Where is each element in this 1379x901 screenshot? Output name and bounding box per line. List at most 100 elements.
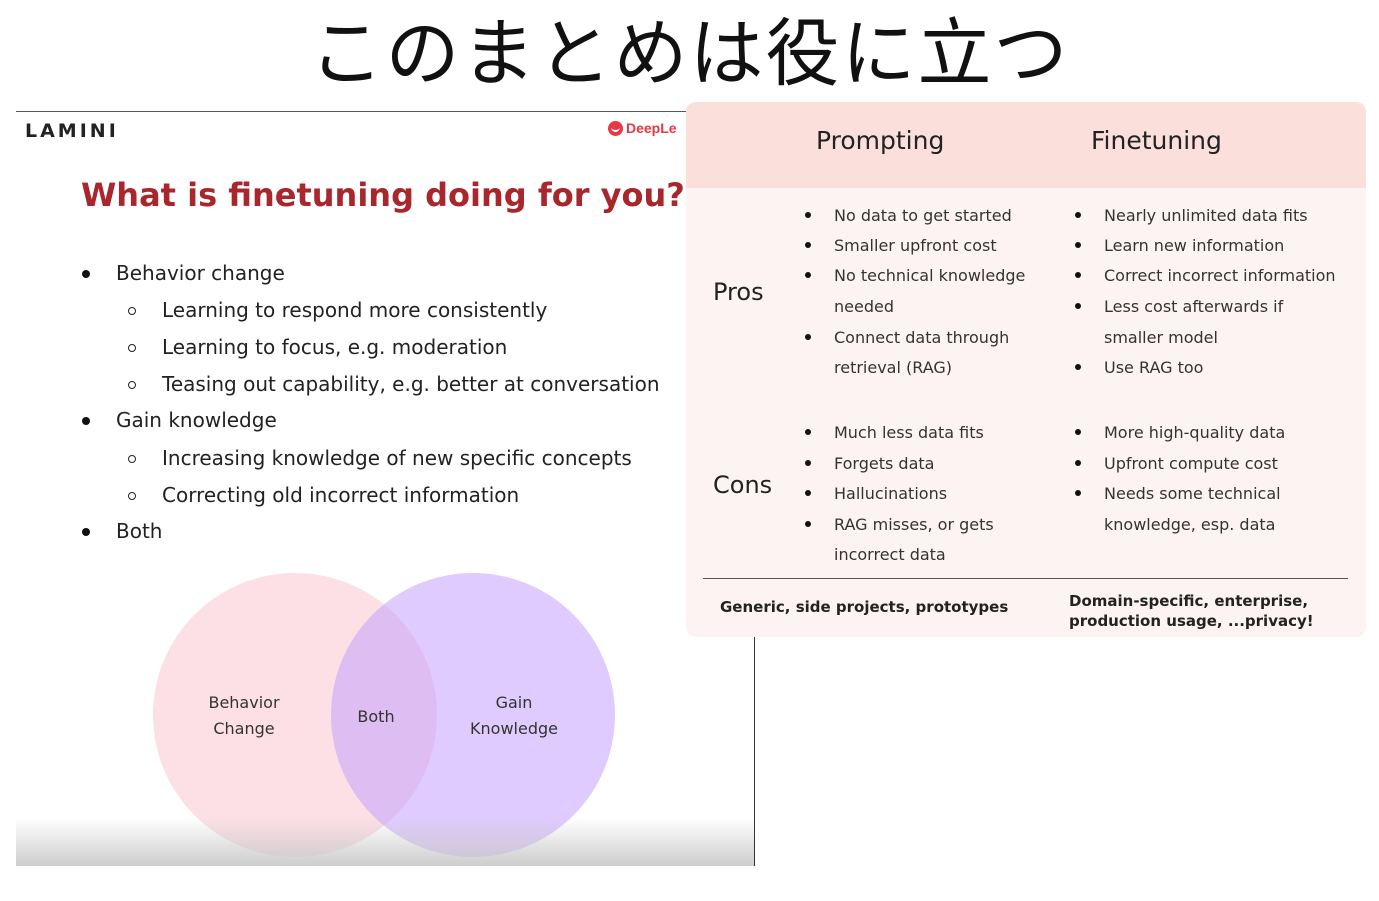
bullet-text: Teasing out capability, e.g. better at c…: [162, 372, 660, 396]
bullet-dot-icon: [1075, 490, 1081, 496]
headline: このまとめは役に立つ: [309, 11, 1070, 97]
bullet-dot-icon: [805, 334, 811, 340]
table-divider: [703, 578, 1348, 579]
cons-finetuning-item-continuation: knowledge, esp. data: [1104, 515, 1276, 534]
pros-finetuning-item: Nearly unlimited data fits: [1075, 206, 1308, 226]
bullet-dot-icon: [1075, 303, 1081, 309]
bullet-dot-icon: [1075, 364, 1081, 370]
pros-prompting-item-continuation: retrieval (RAG): [834, 358, 953, 377]
item-text: Learn new information: [1104, 236, 1285, 255]
pros-prompting-item: No data to get started: [805, 206, 1012, 226]
bullet-dot-icon: [805, 429, 811, 435]
item-text: Smaller upfront cost: [834, 236, 997, 255]
bullet-dot-icon: [82, 270, 90, 278]
venn-label-gain-knowledge: Gain Knowledge: [459, 690, 569, 742]
pros-prompting-item: No technical knowledge: [805, 266, 1026, 286]
bullet-ring-icon: [128, 344, 136, 352]
bullet-item: Both: [82, 519, 163, 543]
deeplearning-logo-text: DeepLe: [626, 120, 677, 136]
item-text: More high-quality data: [1104, 423, 1286, 442]
pros-prompting-item-continuation: needed: [834, 297, 894, 316]
pros-finetuning-item: Learn new information: [1075, 236, 1285, 256]
comparison-table: Prompting Finetuning Pros Cons No data t…: [686, 102, 1366, 637]
item-text: Hallucinations: [834, 484, 948, 503]
bullet-dot-icon: [805, 272, 811, 278]
bullet-ring-icon: [128, 381, 136, 389]
pros-finetuning-item: Use RAG too: [1075, 358, 1204, 378]
cons-finetuning-item: More high-quality data: [1075, 423, 1286, 443]
bullet-dot-icon: [805, 490, 811, 496]
item-text: No technical knowledge: [834, 266, 1026, 285]
sub-bullet-item: Increasing knowledge of new specific con…: [128, 446, 632, 470]
column-header-finetuning: Finetuning: [1091, 126, 1222, 155]
pros-prompting-item: Smaller upfront cost: [805, 236, 997, 256]
item-text: Connect data through: [834, 328, 1010, 347]
item-text: Use RAG too: [1104, 358, 1204, 377]
row-label-pros: Pros: [713, 278, 764, 306]
pros-finetuning-item: Less cost afterwards if: [1075, 297, 1284, 317]
sub-bullet-item: Teasing out capability, e.g. better at c…: [128, 372, 660, 396]
item-text: Nearly unlimited data fits: [1104, 206, 1308, 225]
bullet-dot-icon: [805, 242, 811, 248]
venn-label-line: Behavior: [208, 693, 280, 712]
sub-bullet-item: Learning to focus, e.g. moderation: [128, 335, 508, 359]
bullet-ring-icon: [128, 455, 136, 463]
bullet-dot-icon: [1075, 272, 1081, 278]
venn-label-line: Gain: [495, 693, 533, 712]
cons-prompting-item: Hallucinations: [805, 484, 948, 504]
footer-line: production usage, ...privacy!: [1069, 612, 1314, 630]
bullet-text: Correcting old incorrect information: [162, 483, 520, 507]
bullet-text: Gain knowledge: [116, 408, 277, 432]
bullet-dot-icon: [82, 528, 90, 536]
comparison-header: [686, 102, 1366, 188]
cons-finetuning-item: Needs some technical: [1075, 484, 1281, 504]
cons-prompting-item: RAG misses, or gets: [805, 515, 994, 535]
item-text: Needs some technical: [1104, 484, 1281, 503]
cons-prompting-item: Forgets data: [805, 454, 935, 474]
item-text: Upfront compute cost: [1104, 454, 1278, 473]
bullet-text: Learning to focus, e.g. moderation: [162, 335, 508, 359]
bullet-dot-icon: [805, 212, 811, 218]
footer-finetuning-use-cases: Domain-specific, enterprise, production …: [1069, 591, 1314, 631]
footer-prompting-use-cases: Generic, side projects, prototypes: [720, 598, 1009, 616]
bullet-dot-icon: [1075, 212, 1081, 218]
item-text: Correct incorrect information: [1104, 266, 1336, 285]
pros-finetuning-item: Correct incorrect information: [1075, 266, 1336, 286]
slide-title: What is finetuning doing for you?: [81, 176, 685, 214]
item-text: Forgets data: [834, 454, 935, 473]
venn-label-both: Both: [357, 707, 395, 726]
bullet-dot-icon: [1075, 242, 1081, 248]
sub-bullet-item: Learning to respond more consistently: [128, 298, 548, 322]
deeplearning-icon: [608, 120, 623, 136]
venn-label-behavior-change: Behavior Change: [194, 690, 294, 742]
column-header-prompting: Prompting: [816, 126, 945, 155]
sub-bullet-item: Correcting old incorrect information: [128, 483, 520, 507]
footer-line: Domain-specific, enterprise,: [1069, 592, 1309, 610]
bullet-text: Learning to respond more consistently: [162, 298, 548, 322]
slide-bottom-fade: [16, 818, 754, 866]
bullet-dot-icon: [82, 417, 90, 425]
item-text: RAG misses, or gets: [834, 515, 994, 534]
pros-prompting-item: Connect data through: [805, 328, 1010, 348]
bullet-item: Behavior change: [82, 261, 285, 285]
item-text: Less cost afterwards if: [1104, 297, 1284, 316]
lamini-logo: LAMINI: [25, 120, 119, 142]
bullet-ring-icon: [128, 492, 136, 500]
deeplearning-logo: DeepLe: [608, 120, 677, 136]
bullet-item: Gain knowledge: [82, 408, 277, 432]
slide-finetuning-overview: LAMINI DeepLe What is finetuning doing f…: [16, 111, 755, 866]
cons-prompting-item: Much less data fits: [805, 423, 984, 443]
bullet-ring-icon: [128, 307, 136, 315]
bullet-dot-icon: [805, 460, 811, 466]
cons-prompting-item-continuation: incorrect data: [834, 545, 946, 564]
row-label-cons: Cons: [713, 471, 773, 499]
item-text: No data to get started: [834, 206, 1012, 225]
bullet-dot-icon: [1075, 429, 1081, 435]
bullet-text: Increasing knowledge of new specific con…: [162, 446, 632, 470]
venn-circle-gain-knowledge: [331, 573, 615, 857]
bullet-dot-icon: [1075, 460, 1081, 466]
venn-label-line: Change: [213, 719, 275, 738]
cons-finetuning-item: Upfront compute cost: [1075, 454, 1278, 474]
item-text: Much less data fits: [834, 423, 984, 442]
bullet-text: Both: [116, 519, 163, 543]
